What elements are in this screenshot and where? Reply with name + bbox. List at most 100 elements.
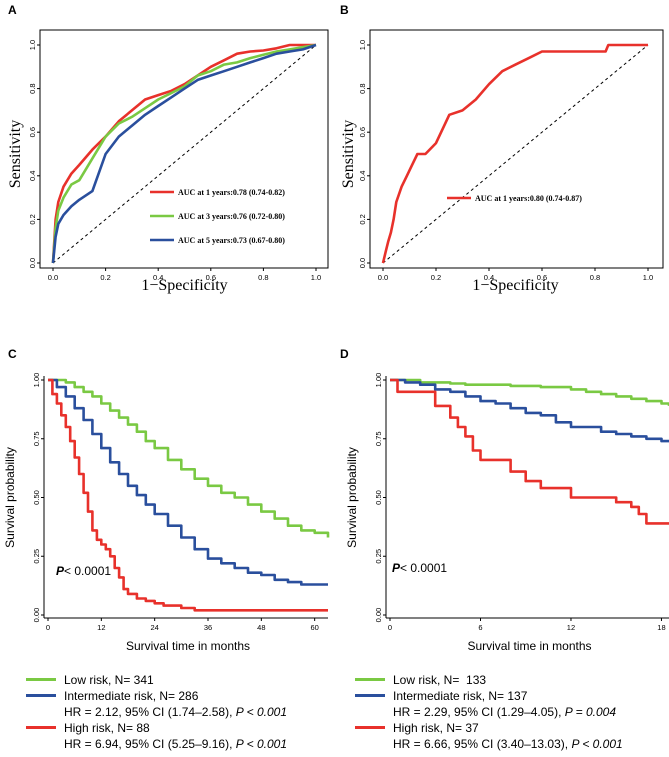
y-tick-label-a: 1.0: [28, 40, 37, 50]
x-tick-label-c: 36: [204, 623, 212, 632]
legend-c-high-label: High risk, N= 88: [64, 721, 150, 735]
y-axis-title-c: Survival probability: [3, 447, 17, 548]
x-tick-label-b: 1.0: [643, 273, 653, 282]
p-value-d: < 0.0001: [400, 561, 447, 575]
x-tick-label-a: 1.0: [311, 273, 321, 282]
y-tick-label-b: 0.2: [358, 214, 367, 224]
panel-label-a: A: [8, 3, 17, 17]
y-tick-label-d: 0.00: [374, 608, 383, 623]
series-line-d-0: [390, 378, 669, 406]
reference-diagonal-a: [52, 44, 317, 264]
legend-d-low: Low risk, N= 133: [355, 672, 623, 688]
series-line-c-1: [48, 378, 328, 586]
x-tick-label-c: 24: [150, 623, 158, 632]
p-value-c: < 0.0001: [64, 564, 111, 578]
y-tick-label-c: 0.00: [32, 608, 41, 623]
y-axis-title-b: Sensitivity: [340, 120, 357, 188]
legend-c-high: High risk, N= 88: [26, 720, 287, 736]
legend-d-intermediate-p: P = 0.004: [564, 705, 617, 719]
legend-c-low: Low risk, N= 341: [26, 672, 287, 688]
series-line-a-2: [51, 43, 317, 264]
series-line-b-0: [381, 43, 648, 264]
legend-panel-d: Low risk, N= 133 Intermediate risk, N= 1…: [355, 672, 623, 752]
x-tick-label-a: 0.0: [48, 273, 58, 282]
series-line-a-0: [51, 43, 316, 264]
y-tick-label-a: 0.6: [28, 127, 37, 137]
x-axis-title-b: 1−Specificity: [472, 277, 558, 294]
x-tick-label-a: 0.2: [100, 273, 110, 282]
legend-d-intermediate-hr-text: HR = 2.29, 95% CI (1.29–4.05),: [393, 705, 565, 719]
y-tick-label-a: 0.8: [28, 83, 37, 93]
x-tick-label-a: 0.8: [258, 273, 268, 282]
panel-b: B 0.0 0.2 0.4 0.6 0.8 1.0 0.0 0.2 0.4 0.6 0.8 1.0 1−S…: [340, 3, 664, 294]
p-symbol-d: P: [392, 561, 401, 575]
y-tick-label-c: 0.75: [32, 431, 41, 446]
y-tick-label-d: 0.50: [374, 490, 383, 505]
y-tick-label-b: 0.4: [358, 171, 367, 181]
legend-c-intermediate-label: Intermediate risk, N= 286: [64, 689, 199, 703]
legend-d-intermediate-swatch: [355, 694, 385, 697]
x-tick-label-b: 0.8: [590, 273, 600, 282]
legend-c-intermediate-p: P < 0.001: [235, 705, 288, 719]
panel-a: A 0.0 0.2 0.4 0.6 0.8 1.0 0.0 0.2 0.4 0.6 0.8 1.0 1−S…: [7, 3, 329, 294]
legend-d-high: High risk, N= 37: [355, 720, 623, 736]
legend-c-high-hr: HR = 6.94, 95% CI (5.25–9.16), P < 0.001: [26, 736, 287, 752]
legend-c-intermediate-hr-text: HR = 2.12, 95% CI (1.74–2.58),: [64, 705, 236, 719]
p-value-annotation-c: P< 0.0001: [56, 564, 111, 578]
legend-d-high-label: High risk, N= 37: [393, 721, 479, 735]
legend-d-intermediate: Intermediate risk, N= 137: [355, 688, 623, 704]
legend-d-high-swatch: [355, 726, 385, 729]
p-value-annotation-d: P< 0.0001: [392, 561, 447, 575]
y-tick-label-a: 0.4: [28, 171, 37, 181]
legend-c-intermediate: Intermediate risk, N= 286: [26, 688, 287, 704]
y-tick-label-a: 0.2: [28, 214, 37, 224]
y-tick-label-c: 0.25: [32, 549, 41, 564]
legend-c-intermediate-hr: HR = 2.12, 95% CI (1.74–2.58), P < 0.001: [26, 704, 287, 720]
legend-c-intermediate-swatch: [26, 694, 56, 697]
y-tick-label-b: 0.8: [358, 83, 367, 93]
series-line-d-1: [390, 378, 669, 443]
x-axis-title-a: 1−Specificity: [141, 277, 227, 294]
x-tick-label-d: 0: [388, 623, 392, 632]
y-tick-label-c: 1.00: [32, 373, 41, 388]
legend-label-b-0: AUC at 1 years:0.80 (0.74-0.87): [475, 194, 582, 203]
y-axis-title-a: Sensitivity: [7, 120, 24, 188]
plot-frame-b: [369, 29, 664, 269]
panel-label-c: C: [8, 347, 17, 361]
legend-label-a-0: AUC at 1 years:0.78 (0.74-0.82): [178, 188, 285, 197]
legend-label-a-1: AUC at 3 years:0.76 (0.72-0.80): [178, 212, 285, 221]
y-axis-title-d: Survival probability: [345, 447, 359, 548]
x-tick-label-b: 0.0: [378, 273, 388, 282]
y-tick-label-d: 0.25: [374, 549, 383, 564]
x-tick-label-b: 0.4: [484, 273, 494, 282]
panel-d: D 0.00 0.25 0.50 0.75 1.00 0 6 12 18 Survival time…: [340, 347, 669, 653]
legend-panel-c: Low risk, N= 341 Intermediate risk, N= 2…: [26, 672, 287, 752]
y-tick-label-d: 1.00: [374, 373, 383, 388]
legend-d-high-p: P < 0.001: [571, 737, 623, 751]
y-tick-label-b: 1.0: [358, 40, 367, 50]
x-tick-label-a: 0.6: [206, 273, 216, 282]
legend-d-low-swatch: [355, 678, 385, 681]
y-tick-label-a: 0.0: [28, 258, 37, 268]
panel-label-d: D: [340, 347, 349, 361]
legend-c-high-p: P < 0.001: [235, 737, 288, 751]
legend-d-high-hr-text: HR = 6.66, 95% CI (3.40–13.03),: [393, 737, 572, 751]
y-tick-label-b: 0.0: [358, 258, 367, 268]
series-line-a-1: [51, 43, 317, 264]
panel-c: C 0.00 0.25 0.50 0.75 1.00 0 12 24 36 48 60 Survival…: [3, 347, 330, 653]
x-tick-label-a: 0.4: [153, 273, 163, 282]
legend-d-high-hr: HR = 6.66, 95% CI (3.40–13.03), P < 0.00…: [355, 736, 623, 752]
x-tick-label-c: 0: [46, 623, 50, 632]
x-axis-title-d: Survival time in months: [467, 639, 591, 653]
x-tick-label-c: 60: [310, 623, 318, 632]
series-line-d-2: [390, 378, 669, 525]
series-line-c-2: [48, 378, 328, 612]
legend-d-low-label: Low risk, N= 133: [393, 673, 487, 687]
x-tick-label-b: 0.2: [431, 273, 441, 282]
y-tick-label-c: 0.50: [32, 490, 41, 505]
plot-frame-a: [39, 29, 329, 269]
x-tick-label-d: 18: [657, 623, 665, 632]
legend-c-high-swatch: [26, 726, 56, 729]
legend-d-intermediate-label: Intermediate risk, N= 137: [393, 689, 528, 703]
x-axis-title-c: Survival time in months: [126, 639, 250, 653]
